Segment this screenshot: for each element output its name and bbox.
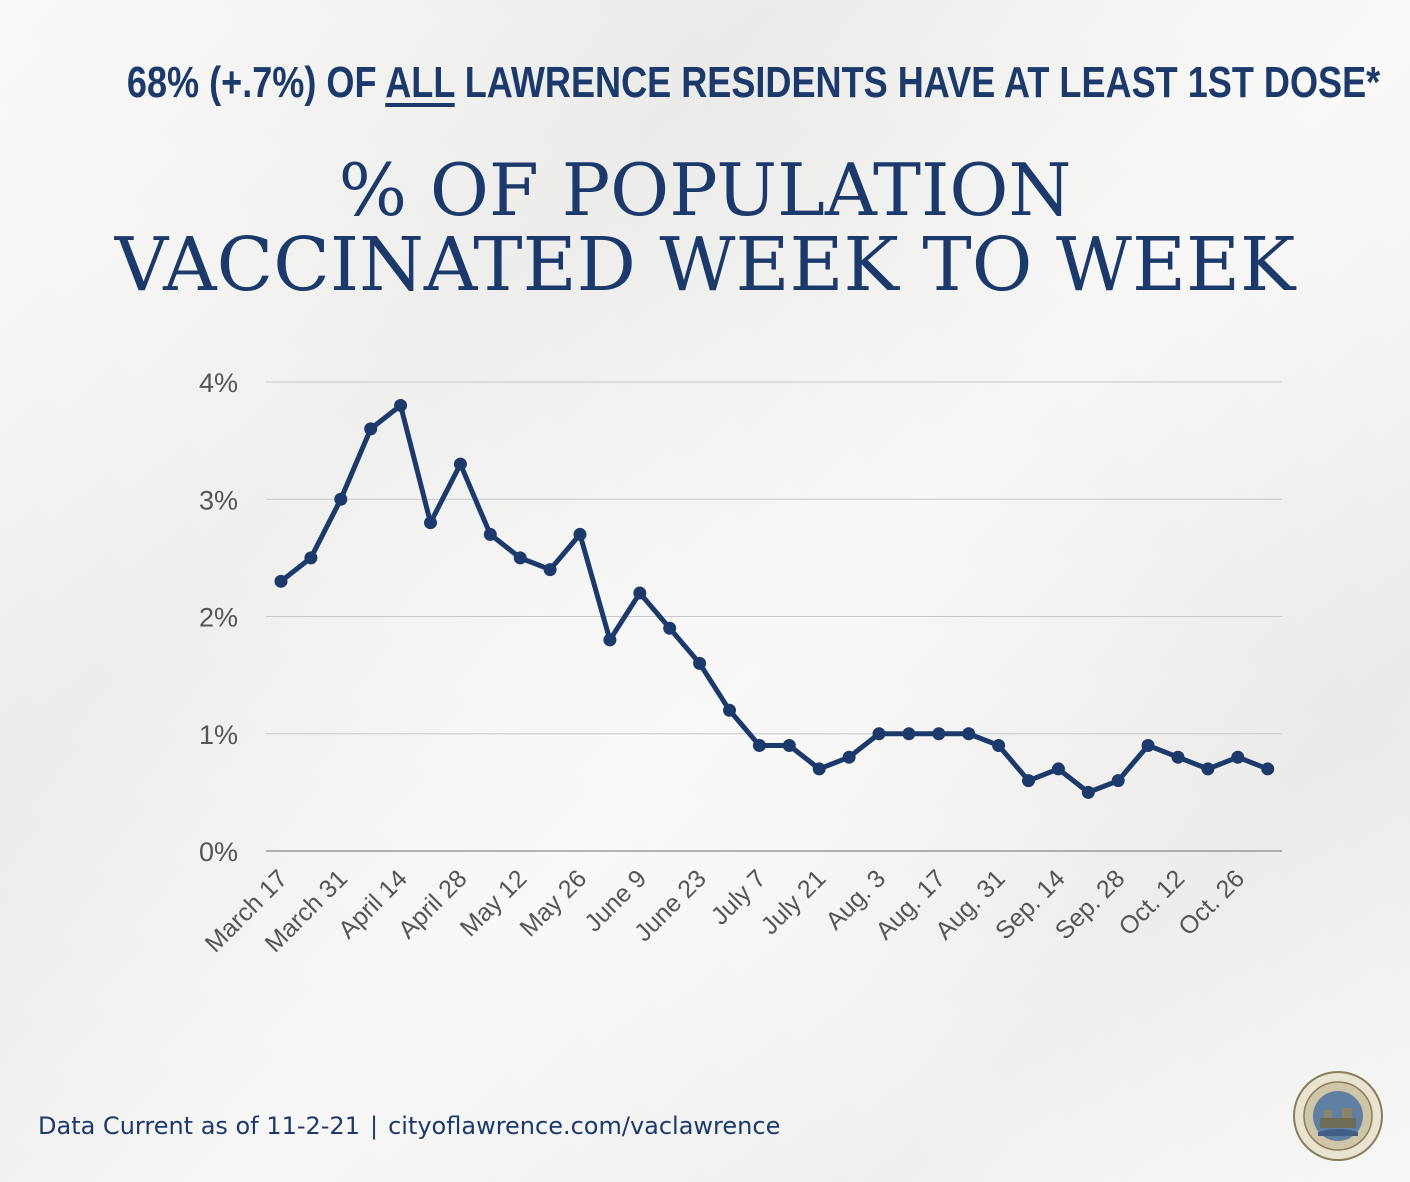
data-point [633,586,647,600]
headline-prefix: 68% (+.7%) OF [126,58,386,107]
data-point [394,398,408,412]
footer: Data Current as of 11-2-21 | cityoflawrenc… [38,1112,780,1140]
data-point [364,422,378,436]
data-point [992,738,1006,752]
data-point [782,738,796,752]
data-point [1051,762,1065,776]
data-point [334,492,348,506]
x-tick-label: July 21 [756,864,832,940]
x-tick-label: May 26 [514,864,592,942]
data-point [603,633,617,647]
data-point [453,457,467,471]
headline-emphasis: ALL [385,58,455,107]
data-point [1141,738,1155,752]
footer-url-link[interactable]: cityoflawrence.com/vaclawrence [388,1112,781,1140]
y-tick-label: 3% [199,485,238,515]
data-point [1111,774,1125,788]
city-seal-icon [1293,1071,1383,1161]
data-point [962,727,976,741]
data-point [1171,750,1185,764]
data-current-text: Data Current as of 11-2-21 [38,1112,360,1140]
y-tick-label: 0% [199,837,238,867]
x-tick-label: Oct. 26 [1173,864,1250,941]
data-point [723,703,736,717]
data-point [752,738,766,752]
data-point [1022,774,1035,788]
data-point [1261,762,1275,776]
data-point [304,551,318,565]
data-point [812,762,826,776]
headline: 68% (+.7%) OF ALL LAWRENCE RESIDENTS HAV… [126,58,1380,108]
data-point [1201,762,1215,776]
data-point [663,621,677,635]
data-point [932,727,946,741]
headline-suffix: LAWRENCE RESIDENTS HAVE AT LEAST 1ST DOS… [454,58,1381,107]
data-point [513,551,527,565]
footer-separator: | [369,1112,379,1140]
data-point [274,574,288,588]
data-point [1081,785,1095,799]
data-point [693,656,707,670]
data-point [424,516,437,530]
data-point [872,727,886,741]
data-point [483,527,497,541]
series-line [278,402,1271,795]
chart-title-line-1: % OF POPULATION [338,148,1072,232]
x-tick-label: Oct. 12 [1113,864,1190,941]
data-point [842,750,856,764]
data-point [543,563,557,577]
y-tick-label: 4% [199,368,238,398]
data-point [902,727,916,741]
x-tick-label: May 12 [455,864,533,942]
data-point [1231,750,1245,764]
y-tick-label: 1% [199,720,238,750]
y-tick-label: 2% [199,603,238,633]
data-point [573,527,587,541]
chart-title-line-2: VACCINATED WEEK TO WEEK [114,222,1296,308]
